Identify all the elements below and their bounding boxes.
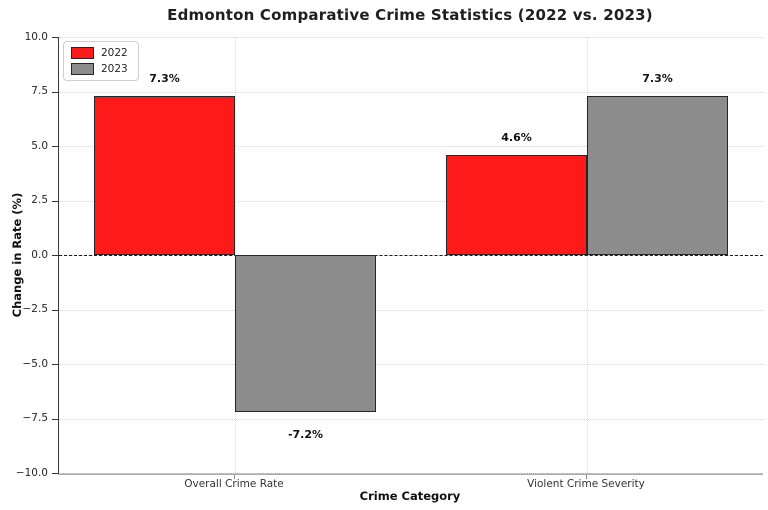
legend-item-2022: 2022	[71, 47, 128, 59]
bar-2022-1	[94, 95, 235, 255]
gridline-horizontal	[59, 37, 763, 38]
y-tick-mark	[52, 146, 58, 147]
gridline-horizontal	[59, 418, 763, 420]
x-category-label: Violent Crime Severity	[527, 478, 645, 490]
y-tick-mark	[52, 255, 58, 256]
gridline-horizontal	[59, 364, 763, 365]
y-tick-mark	[52, 418, 58, 420]
legend-label: 2022	[101, 47, 128, 59]
y-tick-mark	[52, 473, 58, 474]
legend-swatch-icon	[71, 47, 94, 59]
bar-value-label: -7.2%	[287, 427, 324, 441]
y-tick-label: 2.5	[31, 194, 48, 206]
bar-value-label: 7.3%	[642, 71, 673, 85]
y-tick-label: −10.0	[15, 466, 48, 479]
gridline-horizontal	[59, 473, 763, 474]
legend: 2022 2023	[63, 41, 139, 81]
legend-swatch-icon	[71, 63, 94, 75]
x-category-label: Overall Crime Rate	[184, 478, 284, 490]
bar-2022-2	[446, 154, 587, 255]
y-tick-label: 10.0	[24, 30, 48, 43]
plot-area: 7.3% 4.6% -7.2% 7.3%	[58, 37, 763, 475]
bar-2023-1	[235, 255, 376, 412]
y-tick-mark	[52, 364, 58, 365]
y-tick-label: −7.5	[22, 412, 49, 424]
zero-baseline	[59, 255, 763, 256]
bar-value-label: 7.3%	[149, 71, 180, 85]
y-tick-mark	[52, 309, 58, 311]
y-tick-mark	[52, 37, 58, 38]
y-tick-label: −5.0	[22, 357, 49, 370]
bar-2023-2	[587, 95, 728, 255]
y-tick-mark	[52, 91, 58, 93]
y-tick-mark	[52, 200, 58, 202]
x-tick-mark	[234, 475, 235, 479]
chart-title: Edmonton Comparative Crime Statistics (2…	[167, 6, 653, 24]
y-tick-label: 0.0	[31, 248, 48, 261]
x-axis-title: Crime Category	[359, 489, 461, 503]
gridline-horizontal	[59, 146, 763, 147]
y-tick-label: 7.5	[31, 85, 48, 97]
gridline-horizontal	[59, 200, 763, 202]
x-tick-mark	[586, 475, 587, 479]
y-tick-label: −2.5	[22, 303, 49, 315]
legend-label: 2023	[101, 63, 128, 75]
y-tick-label: 5.0	[31, 139, 48, 152]
bar-value-label: 4.6%	[501, 130, 532, 144]
gridline-horizontal	[59, 309, 763, 311]
legend-item-2023: 2023	[71, 63, 128, 75]
gridline-horizontal	[59, 91, 763, 93]
